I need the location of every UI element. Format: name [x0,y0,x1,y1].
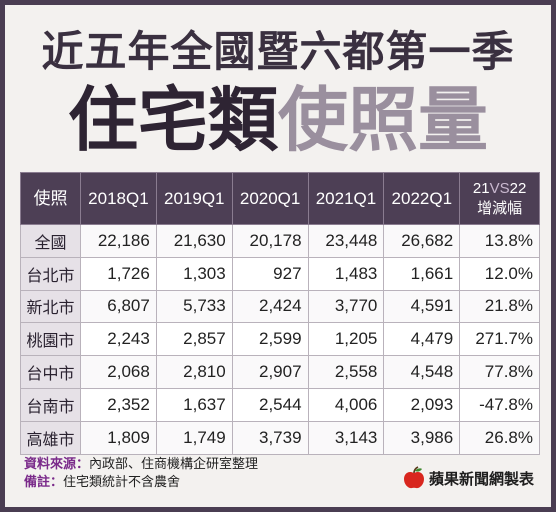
table-body: 全國 22,186 21,630 20,178 23,448 26,682 13.8% 台北市… [20,224,540,455]
change-cell: 13.8% [459,224,540,258]
data-table: 使照 2018Q1 2019Q1 2020Q1 2021Q1 2022Q1 21… [20,172,540,455]
table-row: 新北市 6,807 5,733 2,424 3,770 4,591 21.8% [20,289,540,324]
row-label: 全國 [20,224,81,258]
brand: 蘋果新聞網製表 [403,466,534,490]
row-label: 高雄市 [20,420,81,455]
table-cell: 2,599 [231,322,309,357]
header-vs-b: 22 [509,179,527,197]
source-text: 內政部、住商機構企研室整理 [89,457,259,472]
row-label: 新北市 [20,289,81,324]
header-year: 2022Q1 [383,172,461,225]
brand-text: 蘋果新聞網製表 [428,469,534,488]
remark-note: 備註：住宅類統計不含農舍 [24,474,258,492]
table-cell: 2,544 [231,387,309,422]
table-cell: 4,548 [383,355,461,389]
table-cell: 2,857 [155,322,233,357]
table-row: 台北市 1,726 1,303 927 1,483 1,661 12.0% [20,256,540,291]
header-change: 21VS22 增減幅 [459,172,540,225]
source-note: 資料來源：內政部、住商機構企研室整理 [24,456,258,474]
notes: 資料來源：內政部、住商機構企研室整理 備註：住宅類統計不含農舍 [24,456,258,492]
row-label: 台北市 [20,256,81,291]
table-cell: 2,424 [231,289,309,324]
table-cell: 2,243 [80,322,157,357]
table-cell: 4,591 [383,289,461,324]
table-cell: 4,006 [307,387,385,422]
table-cell: 1,749 [155,420,233,455]
table-cell: 23,448 [307,224,385,258]
title-line2-light: 使照量 [278,79,488,161]
table-cell: 3,770 [307,289,385,324]
table-cell: 1,809 [80,420,157,455]
table-cell: 3,986 [383,420,461,455]
remark-label: 備註： [24,475,64,490]
change-cell: 12.0% [459,256,540,291]
header-row: 使照 2018Q1 2019Q1 2020Q1 2021Q1 2022Q1 21… [20,172,540,225]
table-cell: 1,205 [307,322,385,357]
change-cell: 21.8% [459,289,540,324]
table-row: 台南市 2,352 1,637 2,544 4,006 2,093 -47.8% [20,387,540,422]
table-cell: 2,068 [80,355,157,389]
table-cell: 1,303 [155,256,233,291]
header-year: 2019Q1 [155,172,233,225]
table-cell: 2,810 [155,355,233,389]
table-cell: 5,733 [155,289,233,324]
remark-text: 住宅類統計不含農舍 [63,475,181,490]
header-vs-mid: VS [489,179,510,197]
header-vs-a: 21 [472,179,490,197]
change-cell: -47.8% [459,387,540,422]
table-cell: 26,682 [383,224,461,258]
table-cell: 4,479 [383,322,461,357]
title-line2-dark: 住宅類 [68,79,278,161]
table-cell: 3,739 [231,420,309,455]
table-row: 桃園市 2,243 2,857 2,599 1,205 4,479 271.7% [20,322,540,357]
table-cell: 1,726 [80,256,157,291]
row-label: 台中市 [20,355,81,389]
header-year: 2018Q1 [80,172,157,225]
table-cell: 2,093 [383,387,461,422]
change-cell: 271.7% [459,322,540,357]
table-cell: 927 [231,256,309,291]
table-cell: 22,186 [80,224,157,258]
header-vs-label: 增減幅 [477,199,523,217]
table-cell: 2,558 [307,355,385,389]
row-label: 台南市 [20,387,81,422]
apple-icon [403,466,424,489]
table-cell: 6,807 [80,289,157,324]
title-line1: 近五年全國暨六都第一季 [41,27,515,76]
table-row: 全國 22,186 21,630 20,178 23,448 26,682 13.8% [20,224,540,258]
table-cell: 21,630 [155,224,233,258]
table-cell: 1,661 [383,256,461,291]
table-cell: 20,178 [231,224,309,258]
header-year: 2020Q1 [231,172,309,225]
table-row: 台中市 2,068 2,810 2,907 2,558 4,548 77.8% [20,355,540,389]
header-first: 使照 [20,172,81,225]
row-label: 桃園市 [20,322,81,357]
table-cell: 1,637 [155,387,233,422]
title-line2: 住宅類使照量 [0,78,556,162]
table-row: 高雄市 1,809 1,749 3,739 3,143 3,986 26.8% [20,420,540,455]
table-cell: 3,143 [307,420,385,455]
table-cell: 2,352 [80,387,157,422]
source-label: 資料來源： [24,457,90,472]
header-year: 2021Q1 [307,172,385,225]
change-cell: 26.8% [459,420,540,455]
table-cell: 1,483 [307,256,385,291]
table-cell: 2,907 [231,355,309,389]
change-cell: 77.8% [459,355,540,389]
